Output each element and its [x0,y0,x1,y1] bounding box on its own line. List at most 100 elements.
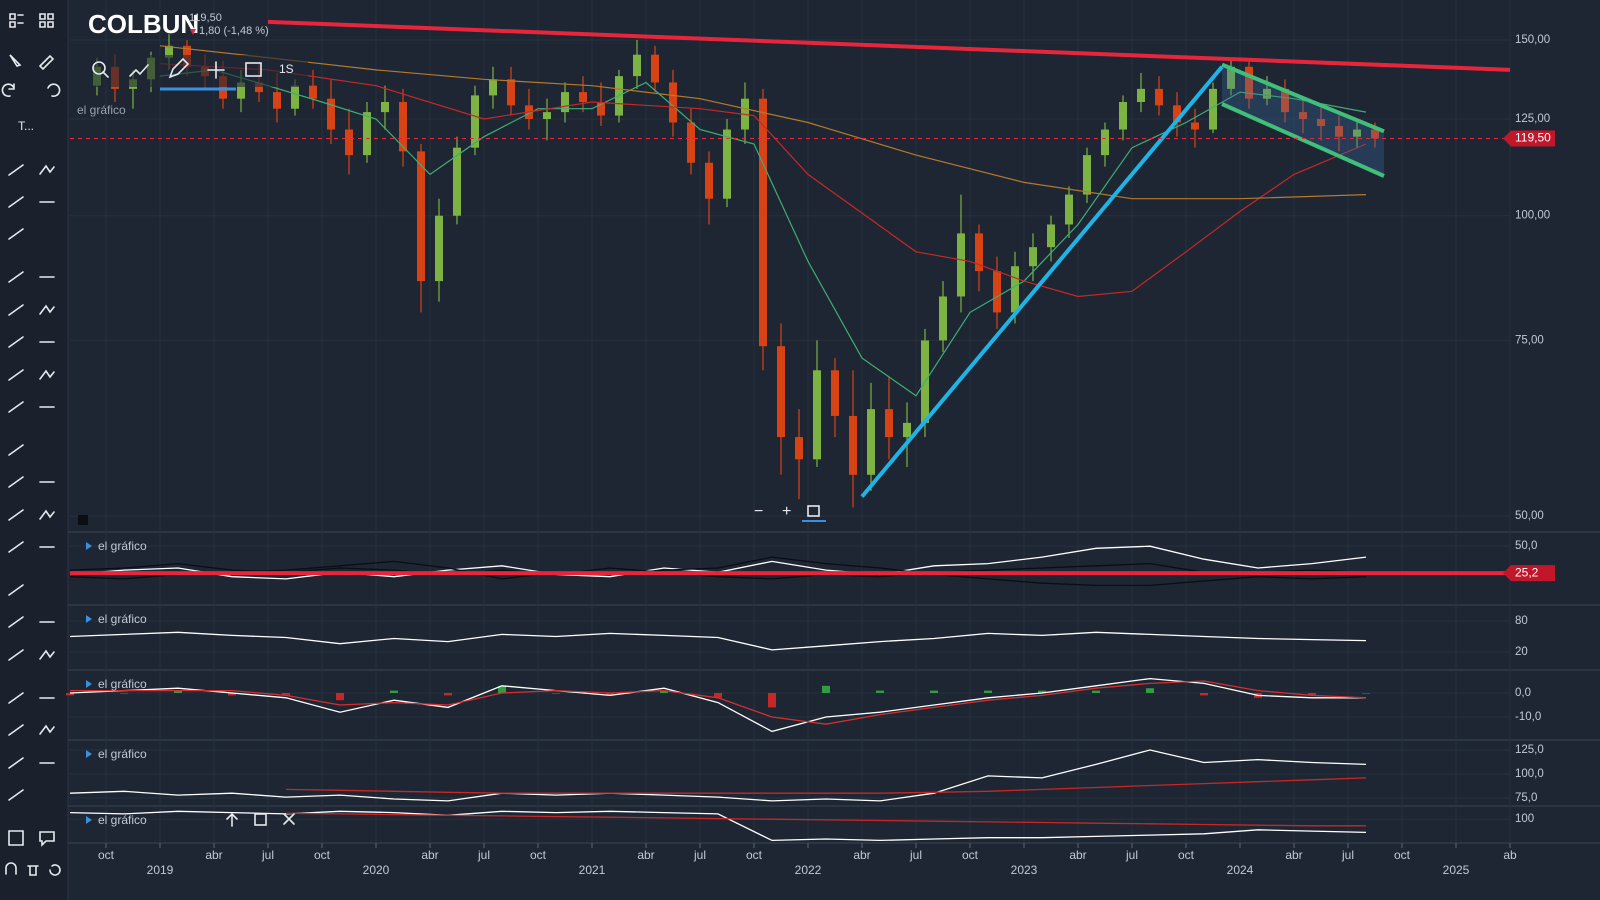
tool-button[interactable] [8,724,24,736]
tool-button[interactable] [39,724,55,735]
tool-button[interactable] [8,336,24,348]
x-tick-label: ab [1503,848,1517,862]
text-tool[interactable]: T... [18,119,34,133]
tool-button[interactable] [8,476,24,488]
pane-label: el gráfico [77,103,126,117]
candle-body [1137,88,1145,103]
search-button[interactable] [102,71,109,78]
histogram-bar [336,693,344,701]
histogram-bar [1200,693,1208,696]
series-line [69,677,1366,733]
series-line [69,556,1367,587]
tool-button[interactable] [39,369,55,380]
histogram-bar [444,693,452,696]
tool-button[interactable] [39,164,55,175]
tool-button[interactable] [8,616,24,628]
candle-body [255,82,263,93]
y-tick-label: 125,0 [1515,744,1544,756]
grid [68,0,1600,848]
candle-body [669,82,677,123]
tool-button[interactable] [8,228,24,240]
tool-button[interactable] [8,584,24,596]
candle-body [687,122,695,163]
pane-toggle[interactable] [86,750,92,758]
candle-body [345,129,353,156]
tool-button[interactable] [9,13,24,28]
x-tick-label: 2021 [579,863,606,877]
candle-body [1281,88,1289,113]
tool-button[interactable] [39,509,55,520]
zoom-in[interactable]: + [782,503,791,520]
tool-button[interactable] [5,862,17,875]
candle-body [1191,122,1199,130]
tool-button[interactable] [8,369,24,381]
tool-button[interactable] [39,649,55,660]
move-up[interactable] [226,812,238,827]
tool-button[interactable] [1,83,15,97]
close-pane[interactable] [283,813,295,825]
tool-button[interactable] [8,304,24,316]
change: 1,80 (-1,48 %) [199,25,269,37]
y-tick-label: 75,0 [1515,792,1537,804]
candle-body [1155,88,1163,106]
y-tick-label: 80 [1515,615,1528,627]
zoom-out[interactable]: − [754,503,763,520]
search-button[interactable] [92,61,106,75]
tool-button[interactable] [8,509,24,521]
x-tick-label: jul [693,848,706,862]
tool-button[interactable] [39,304,55,315]
table-button[interactable] [245,62,262,77]
tool-button[interactable] [39,831,55,847]
x-tick-label: 2025 [1443,863,1470,877]
plot [66,19,1511,842]
tool-button[interactable] [8,692,24,704]
level-tag [1503,565,1555,582]
trend-line [1221,102,1385,178]
pane-toggle[interactable] [86,615,92,623]
tool-button[interactable] [8,444,24,456]
tool-button[interactable] [8,401,24,413]
tool-button[interactable] [8,649,24,661]
left-toolbar [0,0,68,900]
crosshair-button[interactable] [207,61,225,79]
draw-button[interactable] [168,57,190,79]
symbol: COLBUN [88,9,199,39]
tool-button[interactable] [8,164,24,176]
candle-body [759,98,767,347]
y-tick-label: 100,00 [1515,210,1550,222]
x-tick-label: abr [1069,848,1086,862]
interval-button[interactable]: 1S [279,62,294,76]
pane-toggle[interactable] [86,542,92,550]
series-line [70,680,1367,725]
x-tick-label: 2022 [795,863,822,877]
x-tick-label: jul [477,848,490,862]
maximize-pane[interactable] [254,813,267,826]
candle-body [165,45,173,58]
candle-body [867,409,875,475]
tool-button[interactable] [8,271,24,283]
tool-button[interactable] [38,54,55,71]
histogram-bar [1362,693,1370,694]
tool-button[interactable] [27,865,39,876]
series-line [159,69,1367,397]
tool-button[interactable] [8,789,24,801]
tool-button[interactable] [9,54,22,67]
fit-button[interactable] [807,505,820,517]
histogram-bar [714,693,722,698]
x-tick-label: oct [98,848,115,862]
histogram-bar [552,693,560,694]
pane-toggle[interactable] [86,816,92,824]
pane-handle[interactable] [78,515,88,525]
candle-body [489,79,497,96]
tool-button[interactable] [49,864,61,876]
indicator-button[interactable] [129,64,149,77]
tool-button[interactable] [8,196,24,208]
tool-button[interactable] [47,83,61,97]
pane-label: el gráfico [98,677,147,691]
candle-body [471,95,479,148]
pane-toggle[interactable] [86,680,92,688]
tool-button[interactable] [8,830,24,846]
tool-button[interactable] [8,541,24,553]
tool-button[interactable] [39,13,54,28]
tool-button[interactable] [8,757,24,769]
